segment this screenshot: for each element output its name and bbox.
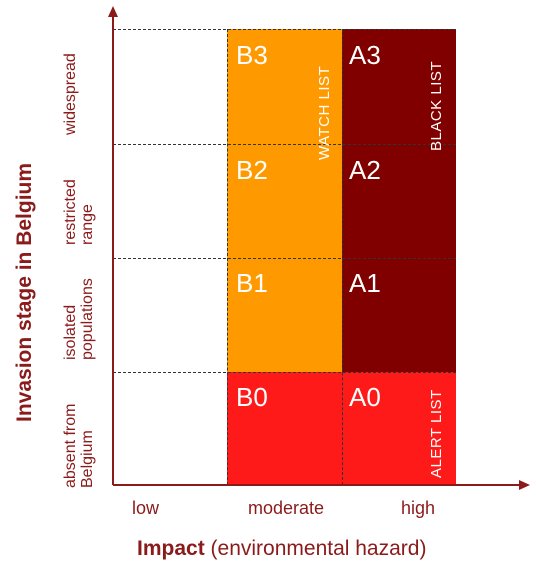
code-b2: B2	[236, 155, 268, 185]
row-label-restricted: restricted range	[62, 163, 96, 245]
cell-b3	[227, 29, 342, 144]
grid-line-1	[113, 144, 456, 145]
cell-a3	[342, 29, 456, 144]
code-a3: A3	[349, 40, 381, 70]
cell-a2	[342, 144, 456, 258]
y-axis-title: Invasion stage in Belgium	[13, 162, 36, 422]
col-label-moderate: moderate	[248, 498, 325, 518]
grid-line-top	[113, 29, 456, 30]
black-list-label: BLACK LIST	[428, 60, 445, 151]
row-label-widespread-text: widespread	[62, 53, 79, 135]
cell-b0	[227, 372, 342, 485]
cell-b2	[227, 144, 342, 258]
alert-list-label: ALERT LIST	[428, 389, 445, 478]
row-label-widespread: widespread	[62, 53, 79, 135]
code-b1: B1	[236, 268, 268, 298]
grid-line-3	[113, 372, 456, 373]
grid-vline-2	[342, 29, 343, 485]
x-axis-title-bold: Impact	[137, 537, 205, 560]
row-label-isolated-text: isolated populations	[62, 278, 96, 360]
cell-a0	[342, 372, 456, 485]
code-a2: A2	[349, 155, 381, 185]
code-b3: B3	[236, 40, 268, 70]
col-label-high: high	[401, 498, 436, 518]
col-label-low: low	[132, 498, 160, 518]
row-label-absent: absent from Belgium	[62, 376, 96, 488]
watch-list-label: WATCH LIST	[316, 65, 333, 160]
code-a0: A0	[349, 382, 381, 412]
grid-line-2	[113, 258, 456, 259]
y-axis-arrow	[108, 6, 118, 17]
cell-b1	[227, 258, 342, 372]
x-axis-title-rest: (environmental hazard)	[204, 537, 427, 560]
cell-a1	[342, 258, 456, 372]
code-b0: B0	[236, 382, 268, 412]
row-label-restricted-text: restricted range	[62, 179, 96, 245]
grid-vline-1	[227, 29, 228, 485]
x-axis-arrow	[519, 480, 530, 490]
x-axis-title: Impact (environmental hazard)	[137, 537, 426, 561]
code-a1: A1	[349, 268, 381, 298]
row-label-isolated: isolated populations	[62, 260, 96, 360]
row-label-absent-text: absent from Belgium	[62, 403, 96, 488]
